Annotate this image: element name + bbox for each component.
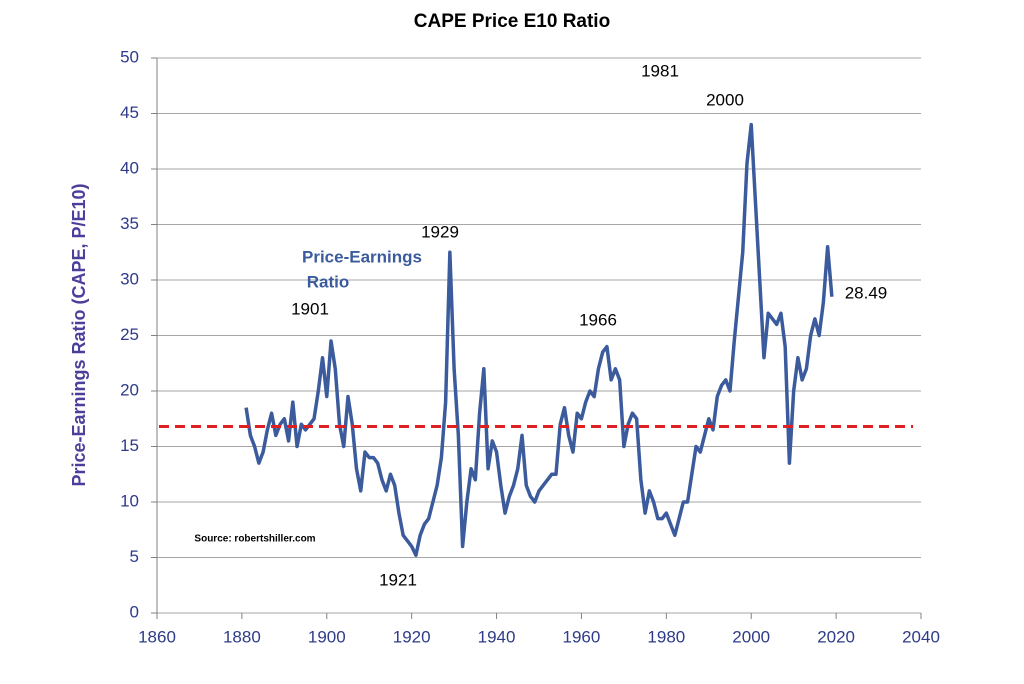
y-tick-label: 25 [120,325,139,344]
annotation: Price-Earnings [302,247,422,266]
annotation: Source: robertshiller.com [194,534,315,545]
annotation: 28.49 [845,283,888,302]
y-tick-label: 15 [120,436,139,455]
x-tick-label: 2020 [817,627,855,646]
annotation: 1981 [641,61,679,80]
y-tick-label: 35 [120,214,139,233]
x-tick-label: 1980 [647,627,685,646]
data-line [244,122,834,558]
y-tick-label: 5 [130,547,139,566]
y-tick-label: 20 [120,380,139,399]
chart-title: CAPE Price E10 Ratio [414,11,610,32]
x-tick-label: 1900 [308,627,346,646]
y-tick-label: 50 [120,47,139,66]
annotation: 1929 [421,222,459,241]
y-tick-label: 10 [120,491,139,510]
annotation: 1921 [379,570,417,589]
y-tick-label: 30 [120,269,139,288]
y-axis-label: Price-Earnings Ratio (CAPE, P/E10) [69,183,89,486]
x-tick-label: 1960 [563,627,601,646]
x-tick-label: 1860 [138,627,176,646]
x-tick-label: 1880 [223,627,261,646]
x-tick-label: 1920 [393,627,431,646]
y-tick-label: 45 [120,103,139,122]
annotation: Ratio [307,272,350,291]
y-tick-label: 0 [130,602,139,621]
x-tick-label: 2000 [732,627,770,646]
y-tick-label: 40 [120,158,139,177]
x-tick-label: 1940 [478,627,516,646]
annotation: 1901 [291,299,329,318]
x-tick-label: 2040 [902,627,940,646]
annotation: 1966 [579,310,617,329]
annotation: 2000 [706,90,744,109]
